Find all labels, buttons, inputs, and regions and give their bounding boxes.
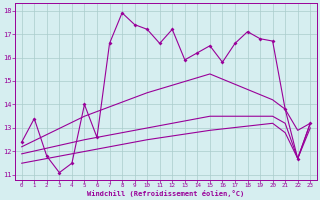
X-axis label: Windchill (Refroidissement éolien,°C): Windchill (Refroidissement éolien,°C) (87, 190, 244, 197)
